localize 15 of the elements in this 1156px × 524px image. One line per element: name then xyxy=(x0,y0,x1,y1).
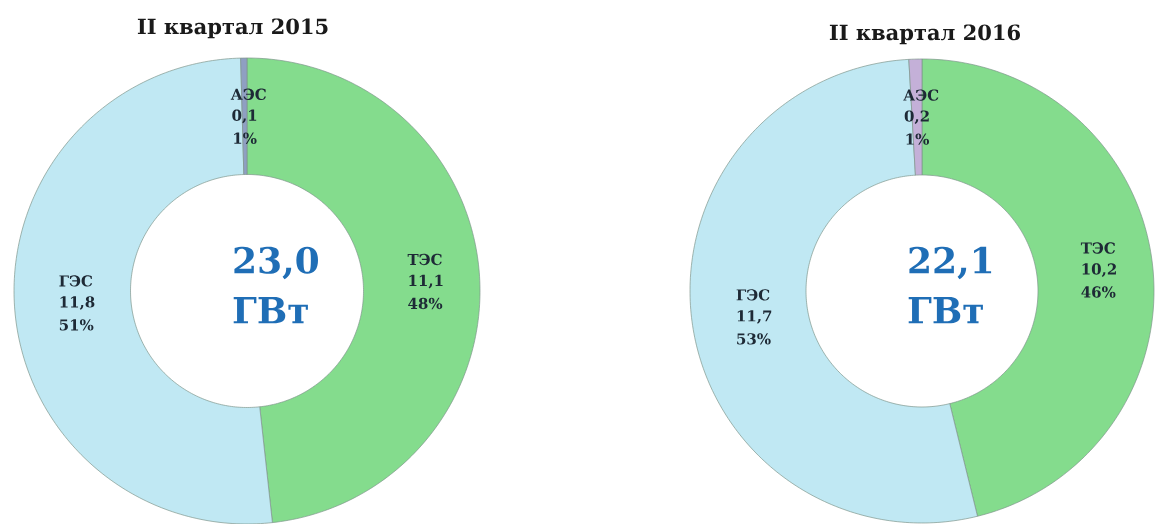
data-label: 11,1 48% xyxy=(408,274,443,310)
data-label: 0,2 1% xyxy=(904,110,930,145)
data-label: 10,2 46% xyxy=(1081,263,1116,298)
data-label: 11,7 53% xyxy=(737,310,772,345)
slice-label: ТЭС xyxy=(1080,242,1115,254)
slice-label: ТЭС xyxy=(407,253,442,266)
chart-title: II квартал 2015 xyxy=(137,18,328,39)
slice-label: АЭС xyxy=(903,89,939,101)
slice-label: ГЭС xyxy=(59,275,93,287)
text: 22,1 ГВт xyxy=(908,246,992,324)
chart-title: II квартал 2016 xyxy=(829,24,1020,45)
text: 23,0 ГВт xyxy=(233,246,318,324)
slice-label: ГЭС xyxy=(736,289,770,301)
data-label: 0,1 1% xyxy=(232,109,257,144)
data-label: 11,8 51% xyxy=(59,296,95,331)
